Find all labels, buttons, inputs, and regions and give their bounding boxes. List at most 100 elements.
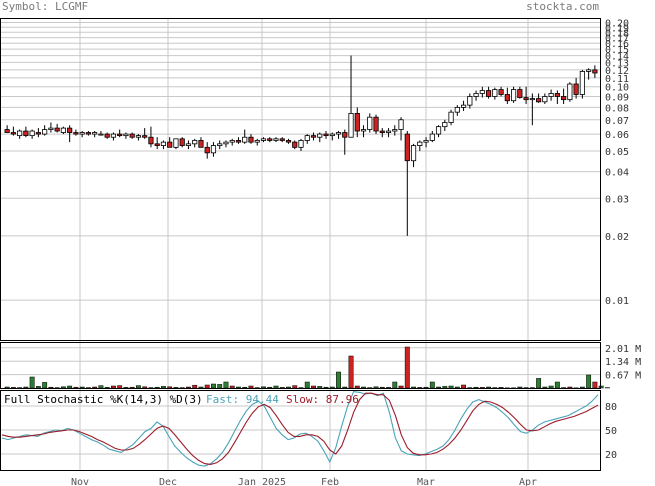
candle-body: [354, 112, 360, 132]
volume-bar: [23, 386, 29, 389]
volume-bar: [429, 381, 435, 389]
candle-body: [79, 132, 85, 135]
volume-tick-label: 0.67 M: [605, 371, 641, 382]
volume-bar: [423, 386, 429, 389]
candle-body: [298, 140, 304, 148]
volume-bar: [117, 385, 123, 389]
candle-body: [292, 141, 298, 148]
candle-body: [511, 89, 517, 102]
volume-bar: [104, 387, 110, 389]
price-tick-label: 0.06: [605, 130, 629, 141]
candle-body: [579, 71, 585, 95]
candle-body: [273, 138, 279, 141]
candle-body: [467, 96, 473, 106]
candle-body: [373, 116, 379, 132]
volume-bar: [536, 378, 542, 389]
candle-body: [586, 69, 592, 72]
candle-body: [104, 133, 110, 138]
candle-body: [179, 138, 185, 146]
x-tick-label: Apr: [519, 477, 537, 486]
candle-body: [567, 83, 573, 101]
x-tick-label: Feb: [321, 477, 339, 486]
volume-bar: [461, 384, 467, 389]
candle-body: [279, 138, 285, 141]
volume-bar: [311, 385, 316, 389]
candle-body: [35, 132, 41, 135]
candle-body: [10, 132, 16, 135]
volume-bar: [186, 386, 191, 389]
volume-bar: [142, 386, 148, 389]
volume-bar: [92, 386, 98, 389]
candle-body: [129, 133, 135, 138]
candle-body: [217, 143, 223, 146]
candle-body: [254, 140, 260, 143]
candle-body: [404, 133, 410, 162]
volume-panel: [0, 342, 601, 389]
candle-body: [17, 130, 23, 137]
candle-body: [210, 145, 217, 154]
candle-body: [42, 129, 48, 135]
x-tick-label: Mar: [417, 477, 435, 486]
candle-body: [148, 136, 154, 145]
candle-body: [117, 133, 123, 137]
stoch-tick-label: 20: [605, 450, 617, 461]
volume-bar: [42, 382, 48, 389]
candle-body: [248, 136, 254, 143]
volume-bar: [448, 385, 454, 389]
volume-bar: [404, 346, 410, 389]
volume-bar: [29, 376, 35, 389]
price-tick-label: 0.17: [605, 34, 629, 45]
candle-body: [160, 141, 167, 146]
fast-label: Fast: 94.44: [206, 393, 279, 406]
price-tick-label: 0.08: [605, 103, 629, 114]
candle-body: [4, 129, 10, 133]
price-tick-label: 0.20: [605, 19, 629, 30]
volume-bar: [211, 383, 216, 389]
volume-bar: [323, 386, 329, 389]
volume-bar: [436, 386, 441, 389]
candle-body: [348, 112, 354, 138]
symbol-label: Symbol: LCGMF: [2, 0, 89, 13]
volume-bar: [598, 385, 604, 389]
candle-body: [98, 133, 104, 136]
stoch-title: Full Stochastic %K(14,3) %D(3): [4, 393, 203, 406]
candle-body: [85, 132, 91, 135]
volume-bar: [317, 386, 323, 389]
candle-body: [204, 146, 210, 154]
price-tick-label: 0.11: [605, 74, 629, 85]
price-tick-label: 0.04: [605, 168, 629, 179]
price-tick-label: 0.15: [605, 45, 629, 56]
volume-bar: [304, 381, 310, 389]
candle-body: [592, 69, 598, 74]
candle-body: [423, 140, 429, 143]
candle-body: [267, 138, 273, 141]
candle-body: [485, 90, 492, 97]
candle-body: [123, 133, 129, 137]
volume-bar: [223, 381, 229, 389]
volume-bar: [454, 386, 460, 389]
price-tick-label: 0.19: [605, 23, 629, 34]
candle-body: [398, 119, 404, 130]
volume-bar: [98, 385, 104, 389]
volume-bar: [292, 385, 298, 389]
candle-body: [448, 111, 454, 123]
volume-bar: [129, 386, 135, 389]
candle-body: [561, 96, 567, 101]
candle-body: [54, 127, 60, 132]
volume-bar: [442, 386, 448, 389]
x-tick-label: Nov: [71, 477, 89, 486]
stoch-tick-label: 50: [605, 426, 617, 437]
volume-tick-label: 1.34 M: [605, 357, 641, 368]
volume-bar: [236, 386, 241, 389]
volume-bar: [154, 386, 160, 389]
candle-body: [323, 133, 329, 137]
volume-bar: [473, 386, 479, 389]
volume-bar: [342, 386, 348, 389]
candle-body: [554, 93, 560, 97]
candle-body: [460, 104, 467, 108]
candle-body: [429, 133, 435, 141]
stoch-tick-label: 80: [605, 402, 617, 413]
volume-bar: [217, 384, 223, 389]
candle-body: [317, 133, 323, 138]
